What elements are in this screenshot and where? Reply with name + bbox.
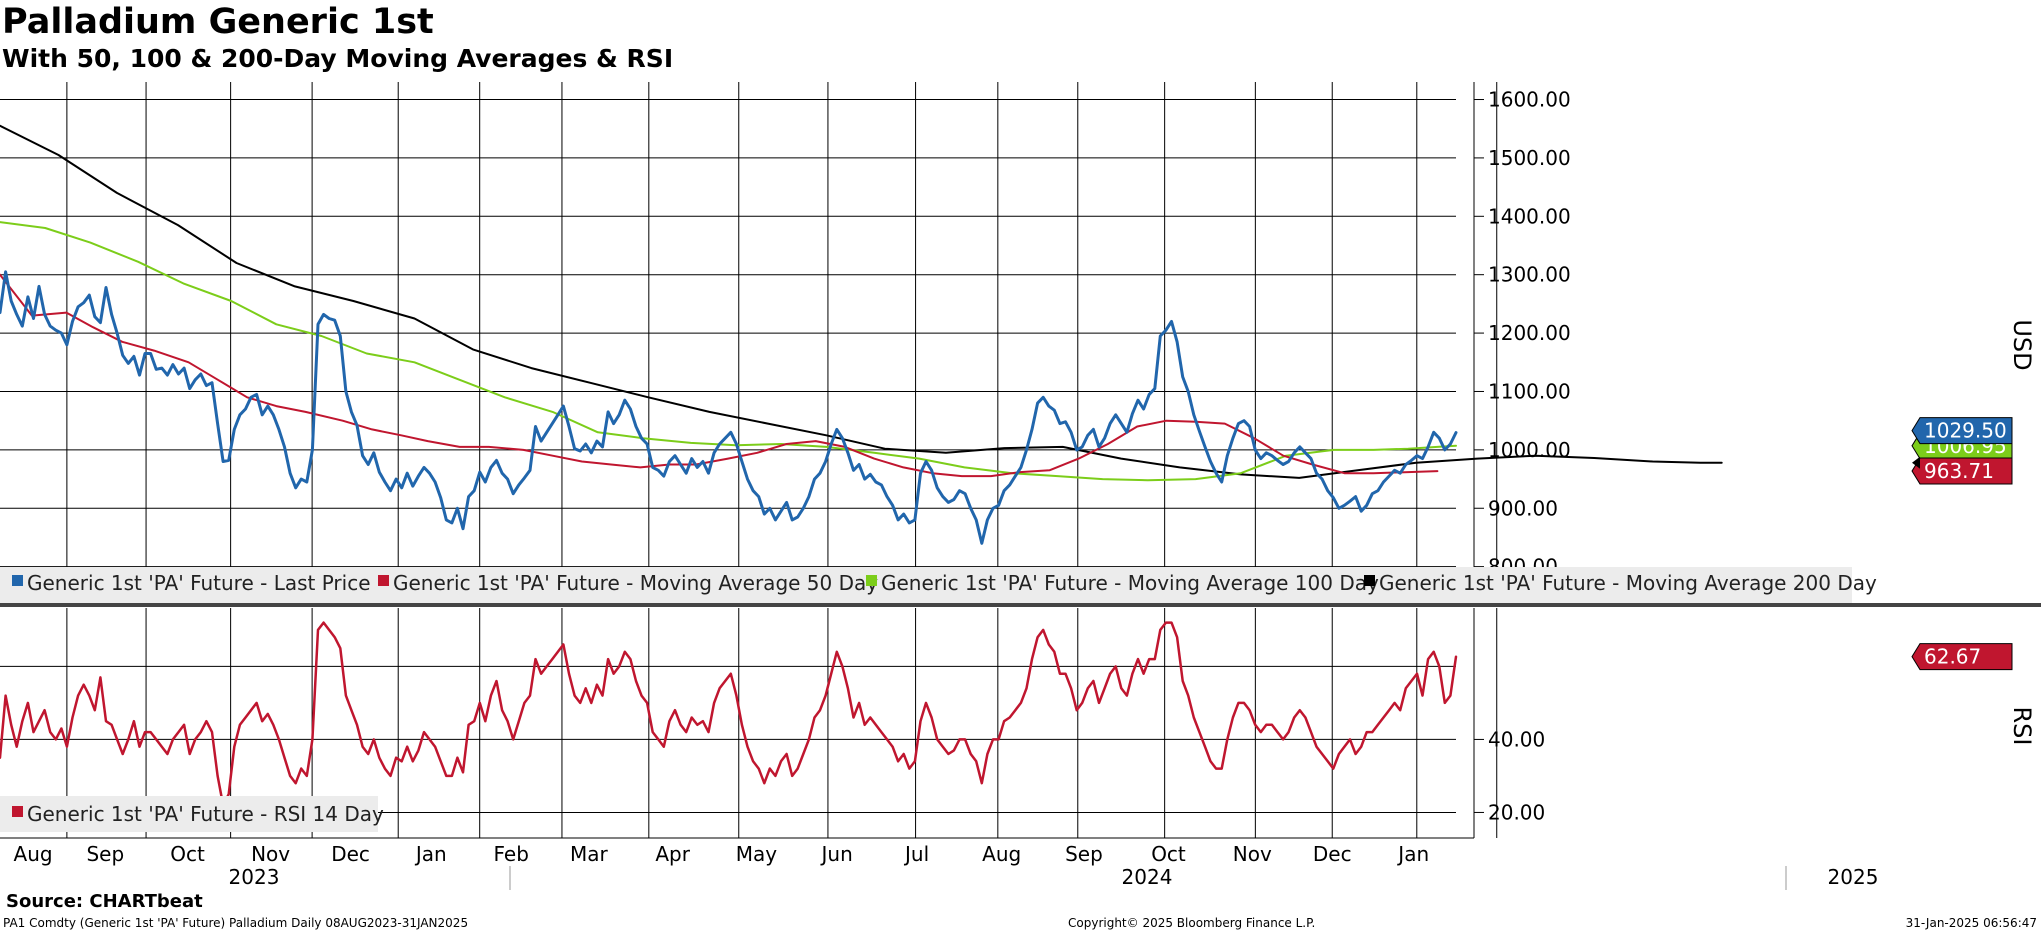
legend-layer: Generic 1st 'PA' Future - Last Price Gene… bbox=[0, 567, 1877, 832]
footer-ticker-info: PA1 Comdty (Generic 1st 'PA' Future) Pal… bbox=[3, 916, 469, 930]
price-grid bbox=[0, 82, 1498, 590]
chart-title: Palladium Generic 1st bbox=[2, 2, 434, 42]
price-ytick-label: 1500.00 bbox=[1488, 146, 1571, 170]
x-year-label: 2024 bbox=[1122, 865, 1173, 889]
rsi-ytick-label: 40.00 bbox=[1488, 727, 1545, 751]
x-month-label: Jun bbox=[820, 842, 853, 866]
x-month-label: Apr bbox=[655, 842, 690, 866]
x-month-label: Dec bbox=[1313, 842, 1352, 866]
x-month-label: Oct bbox=[170, 842, 205, 866]
ma200-line bbox=[0, 124, 1723, 479]
legend-label-price: Generic 1st 'PA' Future - Last Price bbox=[27, 571, 371, 595]
x-month-label: Sep bbox=[86, 842, 124, 866]
price-last-tag-bg bbox=[1911, 417, 2013, 445]
legend-swatch-ma100 bbox=[866, 575, 877, 586]
price-ytick-label: 1300.00 bbox=[1488, 263, 1571, 287]
rsi-ytick-label: 20.00 bbox=[1488, 800, 1545, 824]
rsi-yaxis-title: RSI bbox=[2008, 707, 2036, 746]
price-legend-bg bbox=[0, 567, 1852, 603]
ma100-line bbox=[0, 221, 1457, 482]
legend-label-ma50: Generic 1st 'PA' Future - Moving Average… bbox=[393, 571, 878, 595]
rsi-legend-bg bbox=[0, 796, 378, 832]
x-month-label: Aug bbox=[982, 842, 1021, 866]
legend-swatch-rsi bbox=[12, 806, 23, 817]
source-note: Source: CHARTbeat bbox=[6, 891, 203, 912]
price-ytick-label: 1600.00 bbox=[1488, 88, 1571, 112]
legend-swatch-ma50 bbox=[378, 575, 389, 586]
rsi-line bbox=[0, 621, 1458, 807]
price-ytick-label: 1200.00 bbox=[1488, 321, 1571, 345]
footer-timestamp: 31-Jan-2025 06:56:47 bbox=[1905, 916, 2037, 930]
legend-swatch-ma200 bbox=[1364, 575, 1375, 586]
x-month-label: Feb bbox=[494, 842, 529, 866]
legend-label-ma200: Generic 1st 'PA' Future - Moving Average… bbox=[1379, 571, 1877, 595]
x-year-label: 2023 bbox=[229, 865, 280, 889]
x-month-label: Oct bbox=[1151, 842, 1186, 866]
price-ytick-label: 1000.00 bbox=[1488, 438, 1571, 462]
price-last-tag: 1029.50 bbox=[1924, 419, 2007, 443]
ma50-last-tag: 963.71 bbox=[1924, 459, 1994, 483]
legend-label-ma100: Generic 1st 'PA' Future - Moving Average… bbox=[881, 571, 1379, 595]
legend-swatch-price bbox=[12, 575, 23, 586]
x-month-label: Jan bbox=[414, 842, 447, 866]
price-line bbox=[0, 270, 1458, 545]
x-month-label: Jul bbox=[903, 842, 929, 866]
price-yaxis-title: USD bbox=[2008, 319, 2036, 370]
price-ytick-label: 900.00 bbox=[1488, 496, 1558, 520]
x-month-label: Nov bbox=[251, 842, 290, 866]
footer-copyright: Copyright© 2025 Bloomberg Finance L.P. bbox=[1068, 916, 1316, 930]
ma200-last-marker bbox=[1912, 456, 1920, 469]
legend-label-rsi: Generic 1st 'PA' Future - RSI 14 Day bbox=[27, 802, 384, 826]
x-month-label: Jan bbox=[1396, 842, 1429, 866]
price-ytick-label: 1400.00 bbox=[1488, 204, 1571, 228]
rsi-last-tag-bg bbox=[1911, 643, 2013, 671]
x-month-label: Dec bbox=[331, 842, 370, 866]
rsi-last-tag: 62.67 bbox=[1924, 645, 1981, 669]
x-month-label: Sep bbox=[1065, 842, 1103, 866]
x-month-label: Nov bbox=[1233, 842, 1272, 866]
x-month-label: Aug bbox=[14, 842, 53, 866]
axis-layer: 1600.00 1500.00 1400.00 1300.00 1200.00 1100.… bbox=[0, 82, 2041, 890]
x-month-label: Mar bbox=[570, 842, 609, 866]
x-month-label: May bbox=[736, 842, 778, 866]
price-ytick-label: 1100.00 bbox=[1488, 379, 1571, 403]
series-layer bbox=[0, 124, 1723, 807]
x-year-label: 2025 bbox=[1828, 865, 1879, 889]
chart-subtitle: With 50, 100 & 200-Day Moving Averages &… bbox=[2, 44, 674, 73]
